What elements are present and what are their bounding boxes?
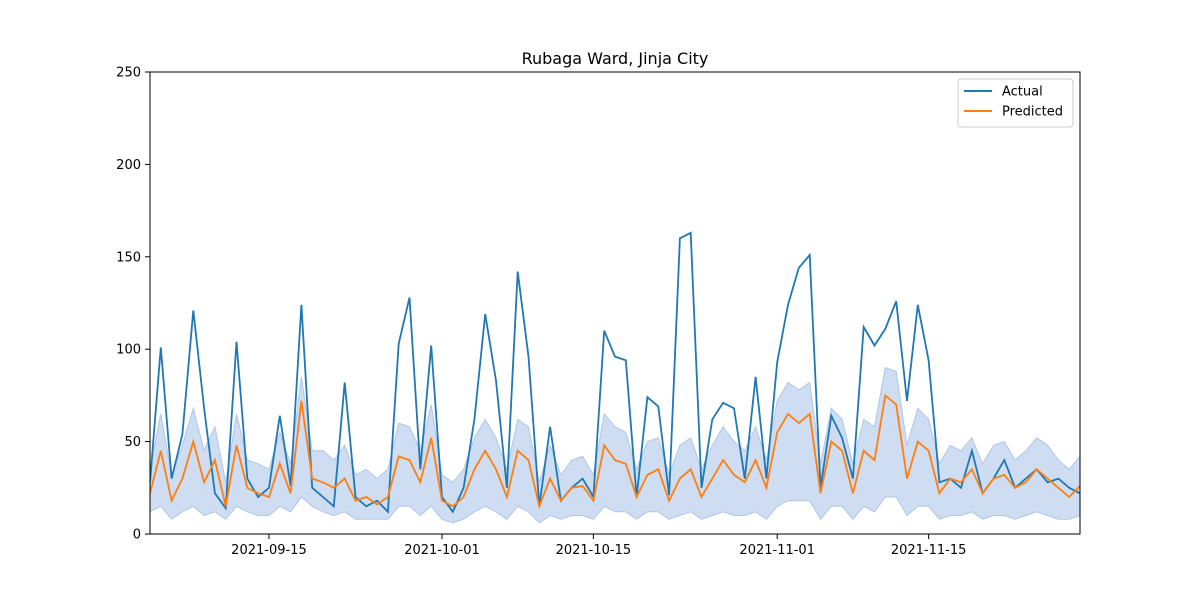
x-tick-label: 2021-10-15 [556, 543, 632, 558]
series-line-actual [150, 231, 1080, 514]
axes-frame [149, 71, 1081, 535]
y-axis: 0 50 100 150 200 250 [116, 66, 150, 543]
x-tick-label: 2021-11-15 [891, 543, 967, 558]
y-tick-label: 250 [116, 66, 141, 81]
x-axis: 2021-09-15 2021-10-01 2021-10-15 2021-11-01… [231, 534, 966, 558]
x-tick-label: 2021-10-01 [404, 543, 480, 558]
y-tick-label: 150 [116, 250, 141, 265]
plot-area [149, 71, 1081, 535]
y-tick-label: 200 [116, 158, 141, 173]
legend-label: Actual [1002, 85, 1043, 100]
x-tick-label: 2021-11-01 [739, 543, 815, 558]
legend-label: Predicted [1002, 105, 1063, 120]
chart-title: Rubaga Ward, Jinja City [522, 49, 709, 68]
series-line-predicted [150, 393, 1080, 510]
confidence-band [150, 367, 1080, 524]
legend: Actual Predicted [957, 78, 1074, 128]
x-tick-label: 2021-09-15 [231, 543, 307, 558]
y-tick-label: 100 [116, 343, 141, 358]
series-group [150, 231, 1080, 524]
y-tick-label: 50 [124, 435, 141, 450]
y-tick-label: 0 [133, 528, 141, 543]
